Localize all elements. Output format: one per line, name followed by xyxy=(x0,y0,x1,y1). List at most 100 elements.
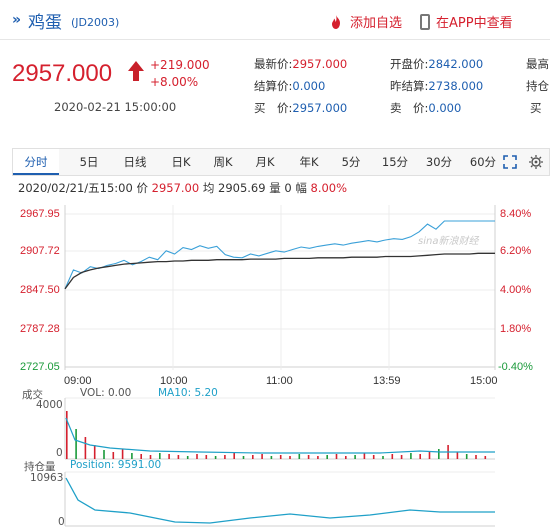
y-right-tick: 6.20% xyxy=(500,245,532,257)
x-tick: 10:00 xyxy=(160,375,188,387)
volume-bar xyxy=(400,455,403,459)
open-interest-line xyxy=(65,477,495,524)
info-vol-label: 量 xyxy=(269,181,281,195)
latest-value: 2957.000 xyxy=(292,57,348,71)
tab-30min[interactable]: 30分 xyxy=(425,155,453,169)
tab-5min[interactable]: 5分 xyxy=(341,155,361,169)
oi-title: 持仓量 xyxy=(24,461,56,473)
info-price: 2957.00 xyxy=(151,181,200,195)
volume-bar xyxy=(233,453,235,459)
latest-price-field: 最新价:2957.000 xyxy=(254,56,347,72)
info-date: 2020/02/21/五15:00 xyxy=(18,181,133,195)
y-right-tick: -0.40% xyxy=(498,361,533,373)
volume-bar xyxy=(224,455,226,459)
sell-label: 卖 价: xyxy=(390,101,429,115)
settings-icon[interactable] xyxy=(529,155,543,169)
volume-bar xyxy=(252,455,254,459)
volume-bar xyxy=(84,437,87,459)
x-tick: 09:00 xyxy=(64,375,92,387)
prev-settle-label: 昨结算: xyxy=(390,79,429,93)
volume-bar xyxy=(121,449,124,459)
volume-bar xyxy=(205,455,208,459)
volume-ma-line xyxy=(65,417,495,454)
volume-bar xyxy=(428,451,431,459)
open-in-app-label: 在APP中查看 xyxy=(436,16,513,31)
tab-daily-k[interactable]: 日K xyxy=(171,155,191,169)
buy-label: 买 价: xyxy=(254,101,293,115)
current-price: 2957.000 xyxy=(12,60,113,87)
tab-daily-line[interactable]: 日线 xyxy=(123,155,147,169)
tab-yearly-k[interactable]: 年K xyxy=(299,155,319,169)
oi-max-tick: 10963 xyxy=(30,472,64,484)
volume-bar xyxy=(410,453,412,459)
volume-bars xyxy=(66,411,487,459)
y-right-tick: 8.40% xyxy=(500,208,532,220)
volume-bar xyxy=(261,454,263,459)
volume-bar xyxy=(335,454,338,459)
change-value: +219.000 xyxy=(150,58,210,72)
header-bar: » 鸡蛋 (JD2003) 添加自选 在APP中查看 xyxy=(0,0,550,40)
open-in-app-link[interactable]: 在APP中查看 xyxy=(420,12,513,31)
open-value: 2842.000 xyxy=(428,57,484,71)
volume-bar xyxy=(149,455,152,459)
volume-bar xyxy=(363,453,366,459)
buy-value: 2957.000 xyxy=(292,101,348,115)
crosshair-info: 2020/02/21/五15:00 价 2957.00 均 2905.69 量 … xyxy=(18,180,347,196)
sell-value: 0.000 xyxy=(428,101,462,115)
info-amp-label: 幅 xyxy=(295,181,307,195)
volume-bar xyxy=(382,456,384,459)
page-title: 鸡蛋 xyxy=(28,13,62,33)
volume-max-tick: 4000 xyxy=(36,399,63,411)
volume-bar xyxy=(112,452,115,459)
fullscreen-icon[interactable] xyxy=(503,155,517,169)
watermark: sina新浪财经 xyxy=(418,236,479,247)
tab-5day[interactable]: 5日 xyxy=(79,155,99,169)
volume-bar xyxy=(289,456,291,459)
volume-min-tick: 0 xyxy=(56,447,63,459)
oi-min-tick: 0 xyxy=(58,516,65,528)
open-interest-label: 持仓 xyxy=(526,79,549,93)
volume-bar xyxy=(372,455,375,459)
volume-bar xyxy=(242,456,245,459)
latest-label: 最新价: xyxy=(254,57,293,71)
tab-monthly-k[interactable]: 月K xyxy=(255,155,275,169)
y-left-tick: 2907.72 xyxy=(20,245,60,257)
oi-panel xyxy=(64,471,495,527)
settle-value: 0.000 xyxy=(292,79,326,93)
volume-bar xyxy=(279,455,282,459)
y-right-tick: 4.00% xyxy=(500,284,532,296)
info-amp: 8.00% xyxy=(310,181,348,195)
tab-weekly-k[interactable]: 周K xyxy=(213,155,233,169)
up-arrow-icon xyxy=(128,61,144,81)
volume-bar xyxy=(465,454,468,459)
volume-ma-value: MA10: 5.20 xyxy=(158,387,218,399)
y-left-tick: 2847.50 xyxy=(20,284,60,296)
volume-bar xyxy=(419,454,421,459)
change-percent: +8.00% xyxy=(150,75,199,89)
volume-title: 成交 xyxy=(22,389,43,401)
y-right-tick: 1.80% xyxy=(500,323,532,335)
tab-intraday[interactable]: 分时 xyxy=(13,149,59,175)
double-chevron-icon: » xyxy=(12,12,22,28)
average-series-line xyxy=(64,252,495,290)
period-tabs: 分时 5日 日线 日K 周K 月K 年K 5分 15分 30分 60分 xyxy=(12,148,550,176)
info-price-label: 价 xyxy=(136,181,148,195)
volume-bar xyxy=(438,449,440,459)
volume-bar xyxy=(391,454,394,459)
prev-settle-field: 昨结算:2738.000 xyxy=(390,78,483,94)
high-label: 最高 xyxy=(526,57,549,71)
volume-bar xyxy=(214,456,217,459)
volume-bar xyxy=(484,456,487,459)
add-favorite-button[interactable]: 添加自选 xyxy=(328,12,402,31)
tab-15min[interactable]: 15分 xyxy=(381,155,409,169)
prev-settle-value: 2738.000 xyxy=(428,79,484,93)
open-label: 开盘价: xyxy=(390,57,429,71)
volume-bar xyxy=(456,452,459,459)
tab-60min[interactable]: 60分 xyxy=(469,155,497,169)
x-tick: 11:00 xyxy=(266,375,293,387)
price-grid xyxy=(64,205,496,370)
info-avg: 2905.69 xyxy=(218,181,266,195)
info-avg-label: 均 xyxy=(202,181,215,195)
sell-price-field: 卖 价:0.000 xyxy=(390,100,461,116)
